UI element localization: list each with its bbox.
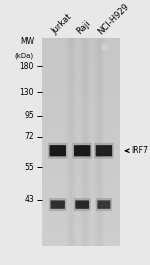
Text: 180: 180: [20, 62, 34, 71]
Text: (kDa): (kDa): [15, 52, 34, 59]
FancyBboxPatch shape: [97, 200, 110, 209]
Text: NCI-H929: NCI-H929: [96, 1, 131, 36]
FancyBboxPatch shape: [96, 198, 112, 211]
Text: IRF7: IRF7: [132, 146, 149, 155]
Text: 43: 43: [24, 195, 34, 204]
FancyBboxPatch shape: [72, 143, 92, 159]
Text: 130: 130: [20, 88, 34, 97]
Text: 95: 95: [24, 111, 34, 120]
Text: Raji: Raji: [74, 19, 92, 36]
Text: Jurkat: Jurkat: [50, 12, 74, 36]
Text: 55: 55: [24, 163, 34, 172]
Text: 72: 72: [24, 132, 34, 141]
FancyBboxPatch shape: [51, 200, 65, 209]
FancyBboxPatch shape: [75, 200, 89, 209]
FancyBboxPatch shape: [48, 143, 68, 159]
FancyBboxPatch shape: [94, 143, 114, 159]
FancyBboxPatch shape: [96, 145, 112, 156]
FancyBboxPatch shape: [50, 145, 66, 156]
FancyBboxPatch shape: [74, 198, 91, 211]
Text: MW: MW: [20, 37, 34, 46]
FancyBboxPatch shape: [49, 198, 67, 211]
FancyBboxPatch shape: [74, 145, 90, 156]
